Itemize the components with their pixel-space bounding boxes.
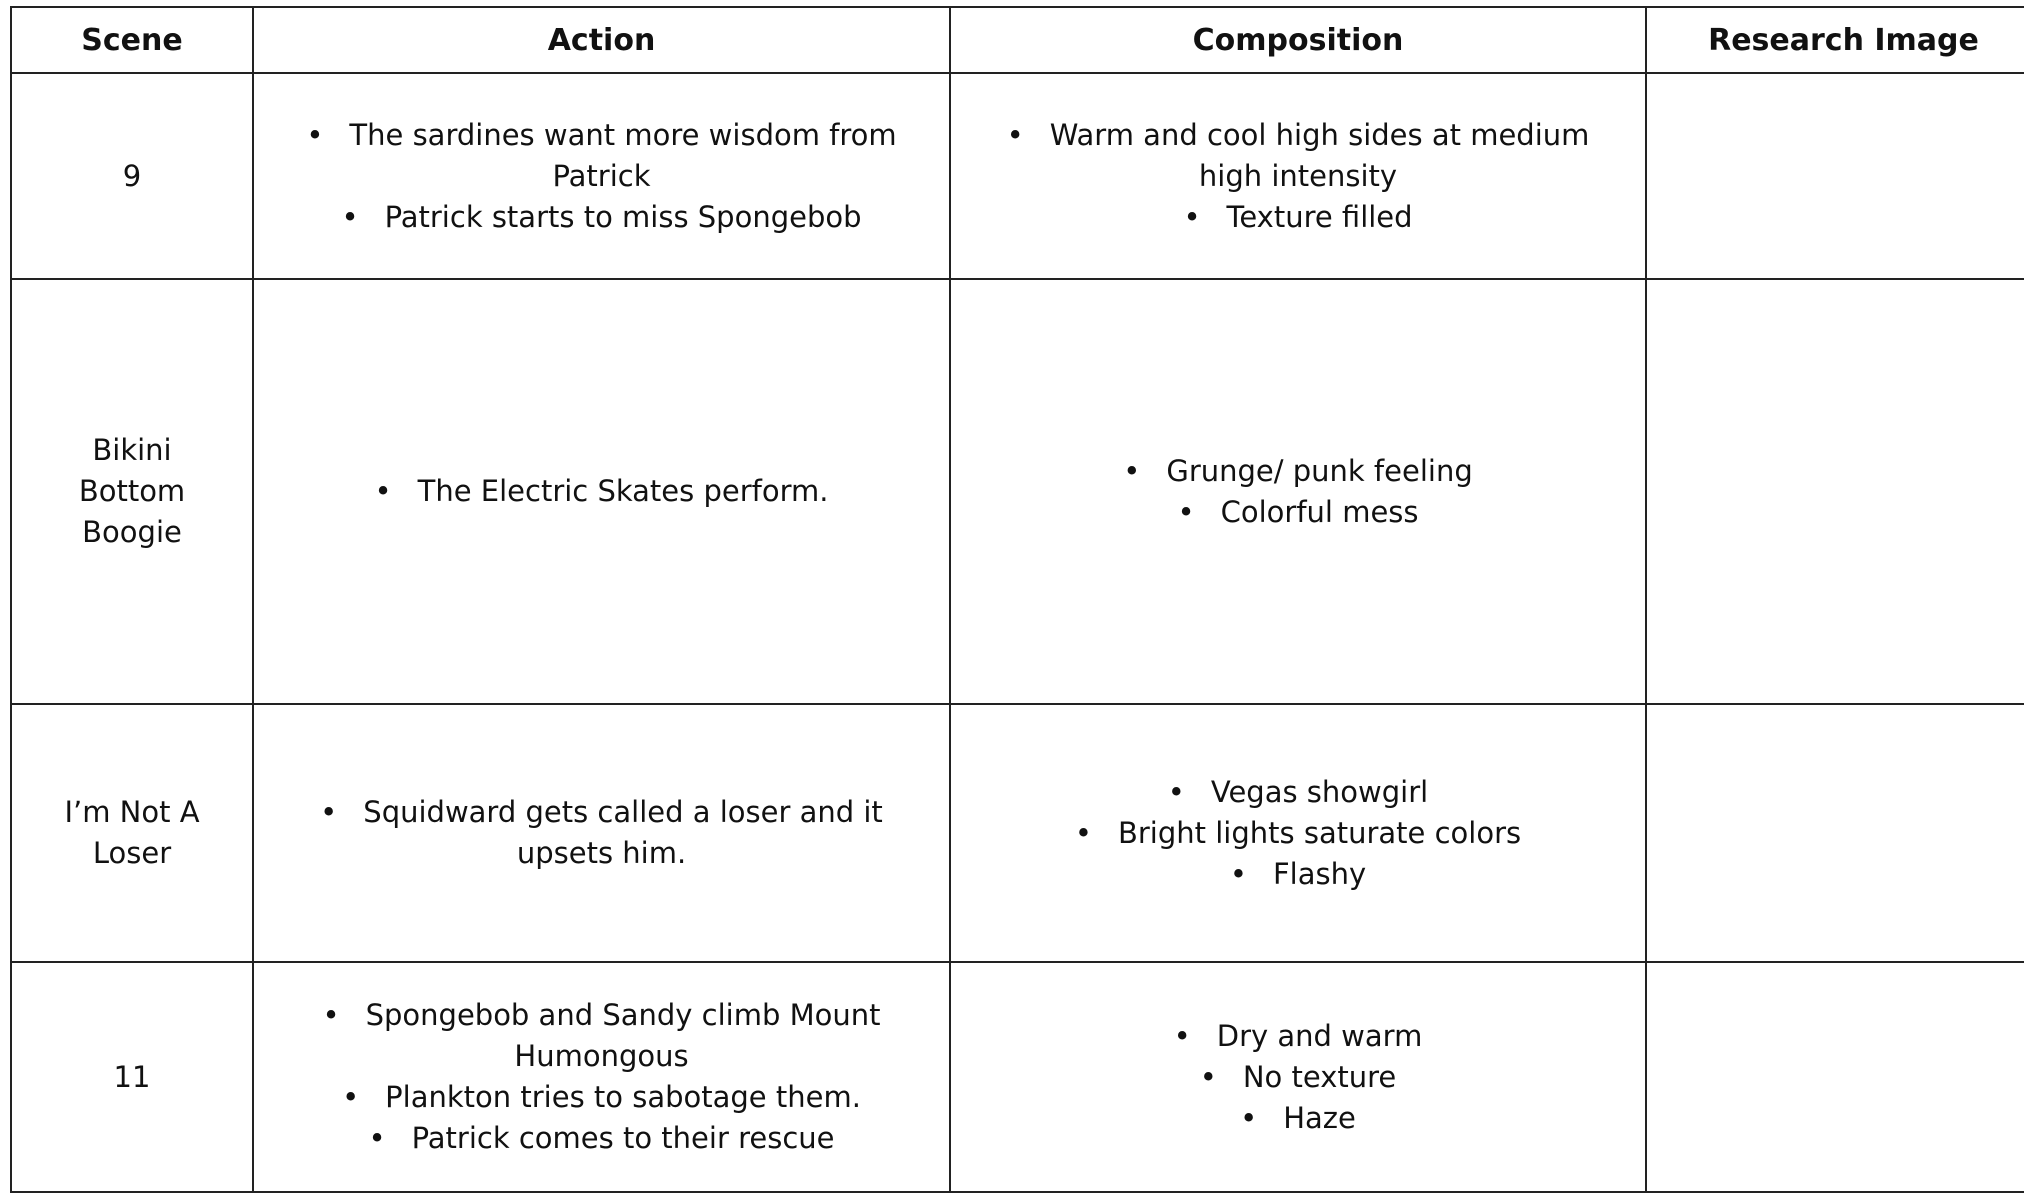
action-cell: The sardines want more wisdom from Patri… <box>252 72 951 280</box>
composition-cell: Dry and warmNo textureHaze <box>949 961 1647 1193</box>
composition-item: Dry and warm <box>981 1016 1615 1057</box>
composition-item: No texture <box>981 1057 1615 1098</box>
composition-list: Warm and cool high sides at medium high … <box>951 115 1645 238</box>
action-cell: The Electric Skates perform. <box>252 278 951 705</box>
scene-cell: Bikini Bottom Boogie <box>10 278 254 705</box>
composition-list: Grunge/ punk feelingColorful mess <box>951 451 1645 533</box>
header-cell: Research Image <box>1645 6 2024 74</box>
composition-item: Colorful mess <box>981 492 1615 533</box>
table-row: Bikini Bottom Boogie The Electric Skates … <box>10 278 2024 705</box>
action-cell: Squidward gets called a loser and it ups… <box>252 703 951 963</box>
composition-item: Haze <box>981 1098 1615 1139</box>
action-list: Squidward gets called a loser and it ups… <box>254 792 949 874</box>
action-item: Squidward gets called a loser and it ups… <box>284 792 919 874</box>
header-cell: Composition <box>949 6 1647 74</box>
table-row: 9 The sardines want more wisdom from Patr… <box>10 72 2024 280</box>
composition-cell: Vegas showgirlBright lights saturate col… <box>949 703 1647 963</box>
composition-item: Texture filled <box>981 197 1615 238</box>
composition-item: Flashy <box>981 854 1615 895</box>
action-item: Plankton tries to sabotage them. <box>284 1077 919 1118</box>
composition-item: Warm and cool high sides at medium high … <box>981 115 1615 197</box>
action-cell: Spongebob and Sandy climb Mount Humongou… <box>252 961 951 1193</box>
action-list: The Electric Skates perform. <box>254 471 949 512</box>
header-row: Scene Action Composition Research Image <box>10 6 2024 74</box>
composition-item: Vegas showgirl <box>981 772 1615 813</box>
composition-cell: Warm and cool high sides at medium high … <box>949 72 1647 280</box>
image-cell <box>1645 278 2024 705</box>
action-list: The sardines want more wisdom from Patri… <box>254 115 949 238</box>
action-item: Patrick comes to their rescue <box>284 1118 919 1159</box>
composition-item: Bright lights saturate colors <box>981 813 1615 854</box>
header-cell: Action <box>252 6 951 74</box>
image-cell <box>1645 961 2024 1193</box>
action-item: Patrick starts to miss Spongebob <box>284 197 919 238</box>
table-body: 9 The sardines want more wisdom from Patr… <box>10 72 2024 1193</box>
image-cell <box>1645 72 2024 280</box>
composition-list: Dry and warmNo textureHaze <box>951 1016 1645 1139</box>
action-list: Spongebob and Sandy climb Mount Humongou… <box>254 995 949 1159</box>
scene-cell: 9 <box>10 72 254 280</box>
action-item: The Electric Skates perform. <box>284 471 919 512</box>
table-row: I’m Not A Loser Squidward gets called a l… <box>10 703 2024 963</box>
composition-list: Vegas showgirlBright lights saturate col… <box>951 772 1645 895</box>
table-row: 11 Spongebob and Sandy climb Mount Humong… <box>10 961 2024 1193</box>
header-cell: Scene <box>10 6 254 74</box>
action-item: Spongebob and Sandy climb Mount Humongou… <box>284 995 919 1077</box>
scene-cell: 11 <box>10 961 254 1193</box>
scene-cell: I’m Not A Loser <box>10 703 254 963</box>
composition-cell: Grunge/ punk feelingColorful mess <box>949 278 1647 705</box>
action-item: The sardines want more wisdom from Patri… <box>284 115 919 197</box>
image-cell <box>1645 703 2024 963</box>
composition-item: Grunge/ punk feeling <box>981 451 1615 492</box>
